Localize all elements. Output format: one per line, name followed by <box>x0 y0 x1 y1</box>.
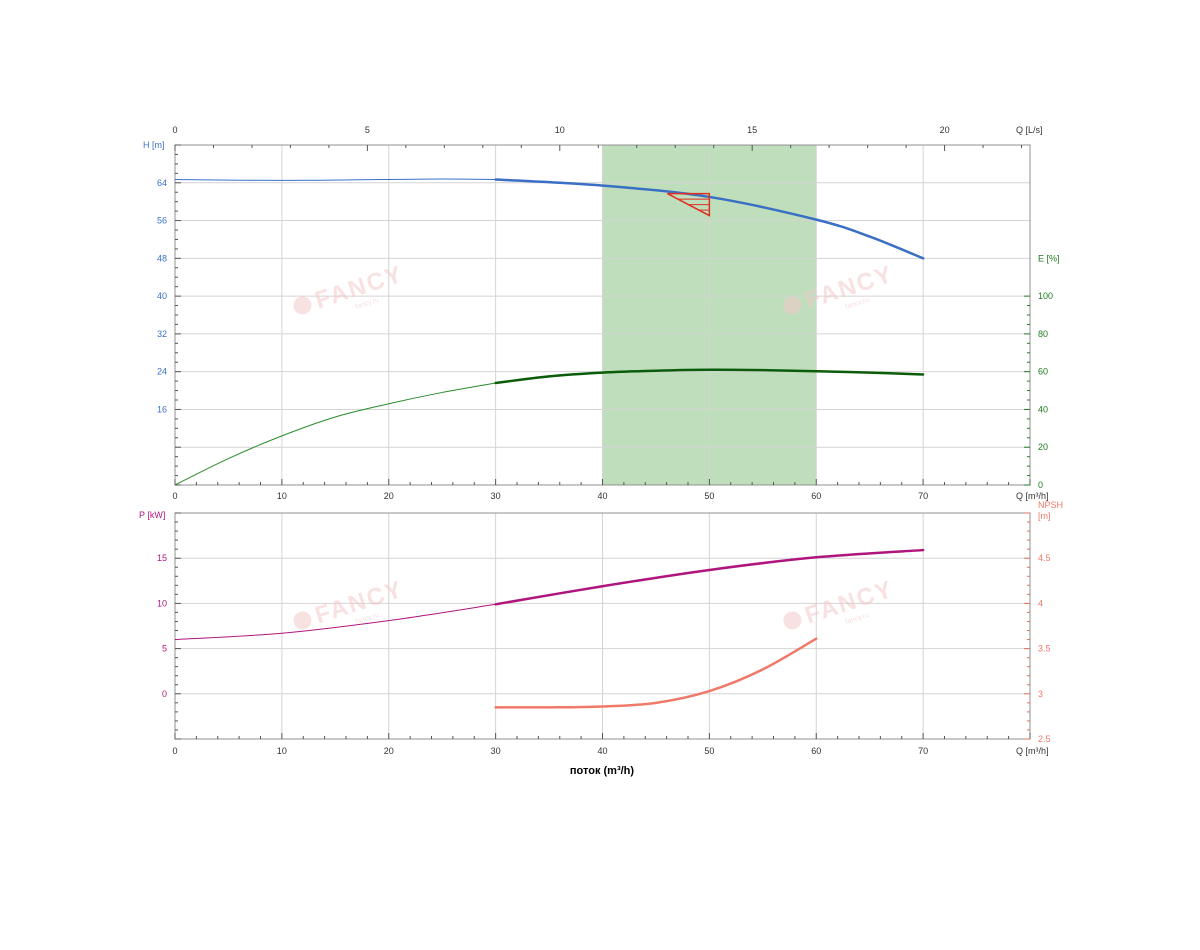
upper-x-tick-label: 0 <box>172 491 177 501</box>
lower-x-tick-label: 50 <box>704 746 714 756</box>
top-x-axis-title: Q [L/s] <box>1016 125 1043 135</box>
efficiency-curve-extended <box>174 382 496 486</box>
top-x-tick-label: 5 <box>365 125 370 135</box>
p-tick-label: 10 <box>157 598 167 608</box>
upper-x-tick-label: 40 <box>597 491 607 501</box>
h-tick-label: 24 <box>157 367 167 377</box>
p-tick-label: 15 <box>157 553 167 563</box>
h-axis-title: H [m] <box>143 140 165 150</box>
p-tick-label: 0 <box>162 689 167 699</box>
h-tick-label: 16 <box>157 404 167 414</box>
lower-x-tick-label: 70 <box>918 746 928 756</box>
npsh-tick-label: 3 <box>1038 689 1043 699</box>
h-tick-label: 48 <box>157 253 167 263</box>
upper-x-tick-label: 70 <box>918 491 928 501</box>
e-tick-label: 40 <box>1038 404 1048 414</box>
lower-x-axis-title: Q [m³/h] <box>1016 746 1049 756</box>
top-x-tick-label: 20 <box>940 125 950 135</box>
series-layer <box>174 178 925 709</box>
upper-x-tick-label: 20 <box>384 491 394 501</box>
npsh-axis-unit: [m] <box>1038 511 1051 521</box>
e-tick-label: 20 <box>1038 442 1048 452</box>
e-tick-label: 80 <box>1038 329 1048 339</box>
lower-x-tick-label: 10 <box>277 746 287 756</box>
e-axis-title: E [%] <box>1038 253 1060 263</box>
upper-x-tick-label: 30 <box>491 491 501 501</box>
npsh-tick-label: 4 <box>1038 598 1043 608</box>
h-tick-label: 56 <box>157 216 167 226</box>
tick-layer <box>174 144 1031 740</box>
e-tick-label: 60 <box>1038 367 1048 377</box>
head-curve-line <box>494 178 925 260</box>
e-tick-label: 0 <box>1038 480 1043 490</box>
lower-x-tick-label: 60 <box>811 746 821 756</box>
head-curve-extended <box>174 178 496 181</box>
h-tick-label: 64 <box>157 178 167 188</box>
grid-layer <box>175 145 1030 739</box>
top-x-tick-label: 15 <box>747 125 757 135</box>
watermark-mark-icon <box>783 611 802 630</box>
e-tick-label: 100 <box>1038 291 1053 301</box>
power-curve-extended <box>174 603 496 641</box>
label-layer: 0 5 10 15 200 10 20 30 40 50 60 700 10 20 30 40 50 60 7016… <box>139 125 1063 777</box>
top-x-tick-label: 0 <box>172 125 177 135</box>
upper-x-tick-label: 10 <box>277 491 287 501</box>
upper-x-tick-label: 50 <box>704 491 714 501</box>
watermark-mark-icon <box>783 296 802 315</box>
upper-x-tick-label: 60 <box>811 491 821 501</box>
top-x-tick-label: 10 <box>555 125 565 135</box>
watermark-mark-icon <box>293 611 312 630</box>
watermark-mark-icon <box>293 296 312 315</box>
npsh-tick-label: 3.5 <box>1038 644 1051 654</box>
lower-x-tick-label: 40 <box>597 746 607 756</box>
lower-x-tick-label: 0 <box>172 746 177 756</box>
npsh-tick-label: 2.5 <box>1038 734 1051 744</box>
h-tick-label: 40 <box>157 291 167 301</box>
lower-x-tick-label: 20 <box>384 746 394 756</box>
lower-x-tick-label: 30 <box>491 746 501 756</box>
npsh-axis-title: NPSH <box>1038 500 1063 510</box>
p-axis-title: P [kW] <box>139 510 165 520</box>
p-tick-label: 5 <box>162 644 167 654</box>
upper-x-axis-title: Q [m³/h] <box>1016 491 1049 501</box>
flow-axis-caption: поток (m³/h) <box>570 765 634 777</box>
h-tick-label: 32 <box>157 329 167 339</box>
npsh-tick-label: 4.5 <box>1038 553 1051 563</box>
